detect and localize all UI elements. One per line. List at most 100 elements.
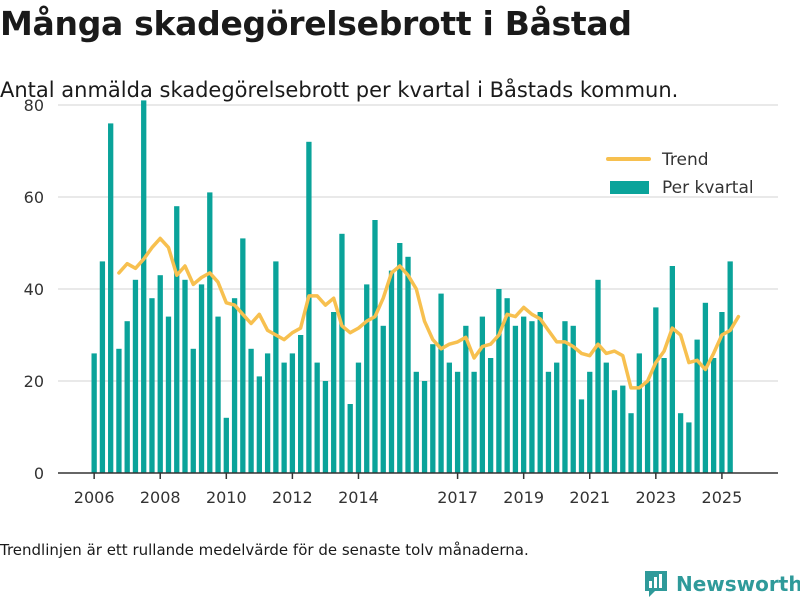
legend: Trend Per kvartal [606, 150, 754, 198]
bar [380, 325, 386, 473]
bar [190, 348, 196, 473]
bar [711, 358, 717, 473]
bar [174, 206, 180, 473]
bar-series [91, 100, 733, 474]
bar [273, 261, 279, 473]
legend-trend-label: Trend [661, 150, 709, 170]
bar [496, 289, 502, 473]
bar [215, 316, 221, 473]
bar [198, 284, 205, 473]
x-tick-label: 2008 [140, 488, 181, 507]
y-tick-label: 60 [24, 188, 44, 207]
y-axis-ticks: 0 20 40 60 80 [24, 96, 44, 483]
brand-logo[interactable]: Newsworthy [643, 568, 800, 600]
bar [521, 316, 527, 473]
bar [653, 307, 659, 473]
brand-name: Newsworthy [676, 572, 800, 596]
x-tick-label: 2012 [272, 488, 313, 507]
bar [364, 284, 370, 473]
bar [587, 371, 593, 473]
bar [314, 362, 320, 473]
bar [256, 376, 262, 473]
bar [141, 100, 147, 474]
bar [264, 353, 271, 473]
y-tick-label: 40 [24, 280, 44, 299]
footnote: Trendlinjen är ett rullande medelvärde f… [0, 541, 529, 559]
bar [405, 256, 411, 473]
trend-line [117, 236, 741, 390]
x-tick-label: 2010 [206, 488, 247, 507]
x-tick-label: 2021 [569, 488, 610, 507]
bar [487, 358, 494, 473]
bar [669, 266, 675, 473]
chart-subtitle: Antal anmälda skadegörelsebrott per kvar… [0, 78, 679, 102]
bar [620, 385, 626, 473]
bar [479, 316, 486, 473]
bar [124, 321, 130, 473]
bar [281, 362, 287, 473]
bar [91, 353, 97, 473]
bar [339, 233, 345, 473]
bar [397, 243, 403, 473]
bar [578, 399, 585, 473]
bar [677, 413, 684, 473]
bar [132, 279, 139, 473]
bar [694, 339, 700, 473]
bar [207, 192, 213, 473]
bar [537, 312, 543, 473]
bar [99, 261, 106, 473]
legend-bar-swatch [610, 181, 649, 194]
chart-title: Många skadegörelsebrott i Båstad [0, 4, 632, 43]
bar [149, 298, 155, 473]
x-tick-label: 2019 [503, 488, 544, 507]
bar [644, 381, 651, 473]
bar [636, 353, 642, 473]
bar [223, 417, 229, 473]
bar [628, 413, 634, 473]
bar [347, 404, 353, 473]
bar [454, 371, 461, 473]
y-tick-label: 0 [34, 464, 44, 483]
x-tick-label: 2025 [702, 488, 743, 507]
y-tick-label: 80 [24, 96, 44, 115]
bar [421, 381, 428, 473]
bar [388, 270, 395, 473]
x-axis: 2006 2008 2010 2012 2014 2017 2019 2021 2023 2025 [58, 472, 778, 507]
bar [355, 362, 362, 473]
bar [430, 344, 436, 473]
bar [298, 335, 304, 473]
bar [157, 275, 163, 473]
trend-series [117, 236, 741, 390]
bar [322, 381, 329, 473]
newsworthy-logo-icon [645, 571, 667, 597]
bar [719, 312, 725, 473]
bar [686, 422, 692, 473]
bar [611, 390, 618, 473]
bar [248, 348, 254, 473]
bar [438, 293, 444, 473]
x-tick-label: 2017 [437, 488, 478, 507]
bar [545, 371, 552, 473]
bar [446, 362, 452, 473]
bar [463, 325, 469, 473]
x-tick-label: 2023 [635, 488, 676, 507]
bar [661, 358, 667, 473]
legend-bar-label: Per kvartal [662, 178, 754, 198]
bar [231, 298, 238, 473]
bar [504, 298, 510, 473]
bar [413, 371, 419, 473]
bar [471, 371, 477, 473]
bar [727, 261, 733, 473]
bar [562, 321, 568, 473]
bar [306, 141, 312, 474]
bar [529, 321, 535, 473]
x-tick-label: 2014 [338, 488, 379, 507]
bar [289, 353, 296, 473]
bar [702, 302, 709, 473]
x-tick-label: 2006 [74, 488, 115, 507]
bar [331, 312, 337, 473]
bar [182, 279, 188, 473]
bar [372, 220, 378, 473]
y-tick-label: 20 [24, 372, 44, 391]
